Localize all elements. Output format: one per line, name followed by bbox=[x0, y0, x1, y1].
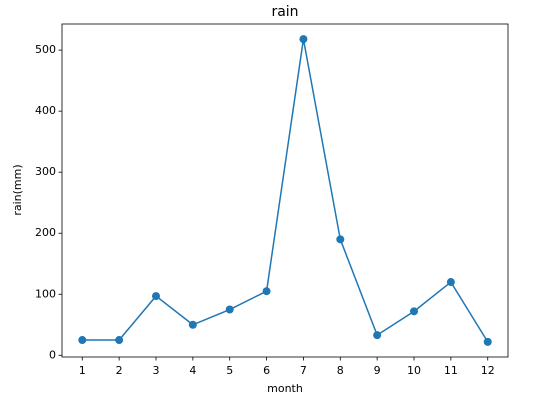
x-tick-label: 2 bbox=[116, 364, 123, 377]
x-tick-label: 5 bbox=[226, 364, 233, 377]
marker bbox=[446, 278, 455, 287]
x-tick-label: 8 bbox=[337, 364, 344, 377]
plot-frame bbox=[61, 23, 509, 358]
marker bbox=[262, 287, 271, 296]
x-tick-label: 7 bbox=[300, 364, 307, 377]
marker bbox=[78, 336, 87, 345]
x-tick-label: 10 bbox=[407, 364, 421, 377]
marker bbox=[299, 35, 308, 44]
marker bbox=[336, 235, 345, 244]
marker bbox=[188, 320, 197, 329]
y-tick-label: 400 bbox=[35, 104, 56, 117]
marker bbox=[151, 292, 160, 301]
x-tick-label: 12 bbox=[481, 364, 495, 377]
marker bbox=[115, 336, 124, 345]
x-tick-label: 3 bbox=[152, 364, 159, 377]
marker bbox=[483, 337, 492, 346]
y-tick-label: 100 bbox=[35, 287, 56, 300]
y-axis-label: rain(mm) bbox=[11, 164, 24, 215]
marker bbox=[410, 307, 419, 316]
line bbox=[82, 39, 489, 343]
y-tick-label: 0 bbox=[49, 348, 56, 361]
x-tick-label: 6 bbox=[263, 364, 270, 377]
x-tick-label: 1 bbox=[79, 364, 86, 377]
x-tick-label: 11 bbox=[444, 364, 458, 377]
y-tick-label: 300 bbox=[35, 165, 56, 178]
chart-title: rain bbox=[271, 4, 298, 20]
x-tick-label: 9 bbox=[374, 364, 381, 377]
x-axis-label: month bbox=[267, 382, 303, 395]
x-tick-label: 4 bbox=[189, 364, 196, 377]
y-tick-label: 500 bbox=[35, 43, 56, 56]
y-tick-label: 200 bbox=[35, 226, 56, 239]
marker bbox=[225, 305, 234, 314]
marker bbox=[373, 331, 382, 340]
